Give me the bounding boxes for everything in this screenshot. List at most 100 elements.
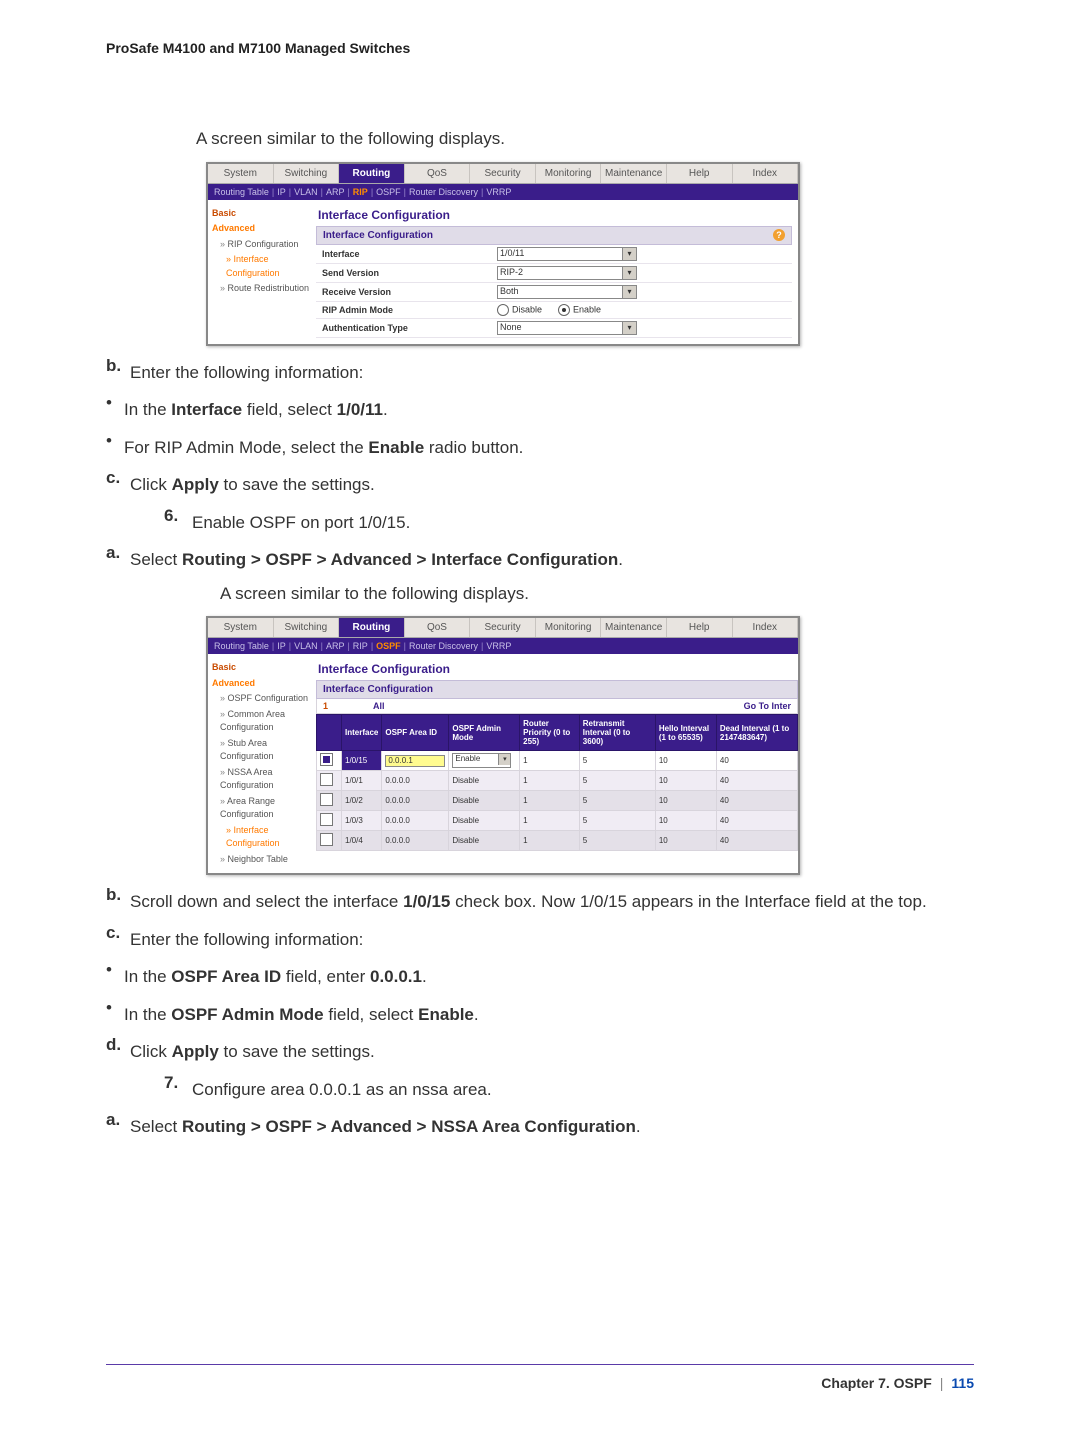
sub-tab[interactable]: IP (277, 641, 286, 651)
main-tab[interactable]: Index (733, 164, 799, 183)
sub-tab[interactable]: Router Discovery (409, 187, 478, 197)
goto-interface[interactable]: Go To Inter (744, 701, 791, 711)
screenshot-rip: SystemSwitchingRoutingQoSSecurityMonitor… (206, 162, 800, 346)
bullet-text: In the Interface field, select 1/0/11. (124, 397, 388, 423)
main-tab[interactable]: Maintenance (601, 164, 667, 183)
main-tab[interactable]: Switching (274, 164, 340, 183)
sidebar-item[interactable]: RIP Configuration (212, 237, 310, 253)
main-tab[interactable]: Routing (339, 618, 405, 637)
main-tab[interactable]: System (208, 164, 274, 183)
main-tab[interactable]: Security (470, 618, 536, 637)
sidebar-item[interactable]: Route Redistribution (212, 281, 310, 297)
sub-tab[interactable]: RIP (353, 641, 368, 651)
screenshot-ospf: SystemSwitchingRoutingQoSSecurityMonitor… (206, 616, 800, 875)
main-tab[interactable]: System (208, 618, 274, 637)
sidebar-item[interactable]: Area Range Configuration (212, 794, 310, 823)
table-cell: 40 (716, 831, 797, 851)
sidebar-item[interactable]: Stub Area Configuration (212, 736, 310, 765)
subtab-bar: Routing Table|IP|VLAN|ARP|RIP|OSPF|Route… (208, 184, 798, 200)
sub-tab[interactable]: Router Discovery (409, 641, 478, 651)
sidebar-item[interactable]: Common Area Configuration (212, 707, 310, 736)
table-cell: 10 (655, 751, 716, 771)
filter-one[interactable]: 1 (323, 701, 328, 711)
step-letter: a. (106, 543, 130, 563)
table-cell: 0.0.0.0 (382, 811, 449, 831)
select-auth-type[interactable]: None (497, 321, 637, 335)
table-cell: 40 (716, 811, 797, 831)
step-text: Enable OSPF on port 1/0/15. (192, 510, 410, 536)
bullet-text: In the OSPF Area ID field, enter 0.0.0.1… (124, 964, 427, 990)
sidebar-advanced[interactable]: Advanced (212, 221, 310, 237)
main-tab[interactable]: QoS (405, 618, 471, 637)
select-send-version[interactable]: RIP-2 (497, 266, 637, 280)
sidebar-item[interactable]: NSSA Area Configuration (212, 765, 310, 794)
label-interface: Interface (316, 247, 493, 261)
table-cell: 1 (520, 771, 580, 791)
main-tab[interactable]: Help (667, 618, 733, 637)
table-cell (317, 791, 342, 811)
table-cell (317, 831, 342, 851)
sub-tab[interactable]: Routing Table (214, 187, 269, 197)
panel-subtitle: Interface Configuration ? (316, 226, 792, 245)
bullet-text: In the OSPF Admin Mode field, select Ena… (124, 1002, 479, 1028)
main-tab[interactable]: QoS (405, 164, 471, 183)
table-cell: 1 (520, 791, 580, 811)
main-tab[interactable]: Monitoring (536, 618, 602, 637)
table-cell: 10 (655, 791, 716, 811)
sub-tab[interactable]: VRRP (486, 641, 511, 651)
sub-tab[interactable]: VLAN (294, 641, 318, 651)
help-icon[interactable]: ? (773, 229, 785, 241)
row-checkbox[interactable] (320, 753, 333, 766)
step-letter: a. (106, 1110, 130, 1130)
step-letter: b. (106, 356, 130, 376)
sub-tab[interactable]: OSPF (376, 187, 401, 197)
sidebar-item[interactable]: OSPF Configuration (212, 691, 310, 707)
sidebar-advanced[interactable]: Advanced (212, 676, 310, 692)
sub-tab[interactable]: Routing Table (214, 641, 269, 651)
step-text: Select Routing > OSPF > Advanced > Inter… (130, 547, 623, 573)
radio-enable[interactable]: Enable (558, 304, 601, 316)
sub-tab[interactable]: IP (277, 187, 286, 197)
select-interface[interactable]: 1/0/11 (497, 247, 637, 261)
main-tab[interactable]: Monitoring (536, 164, 602, 183)
step-letter: c. (106, 468, 130, 488)
radio-disable[interactable]: Disable (497, 304, 542, 316)
table-cell: 1/0/3 (342, 811, 382, 831)
sidebar-basic[interactable]: Basic (212, 206, 310, 222)
table-cell: 10 (655, 771, 716, 791)
main-tab[interactable]: Index (733, 618, 799, 637)
row-checkbox[interactable] (320, 813, 333, 826)
sub-tab[interactable]: ARP (326, 641, 345, 651)
table-row: 1/0/10.0.0.0Disable151040 (317, 771, 798, 791)
table-cell: 1 (520, 831, 580, 851)
main-tab[interactable]: Security (470, 164, 536, 183)
main-tab[interactable]: Help (667, 164, 733, 183)
row-checkbox[interactable] (320, 833, 333, 846)
sub-tab[interactable]: RIP (353, 187, 368, 197)
table-cell: Enable (449, 751, 520, 771)
sub-tab[interactable]: OSPF (376, 641, 401, 651)
sidebar: Basic Advanced OSPF Configuration Common… (208, 654, 314, 873)
sidebar-basic[interactable]: Basic (212, 660, 310, 676)
sidebar-item-active[interactable]: Interface Configuration (212, 252, 310, 281)
row-checkbox[interactable] (320, 773, 333, 786)
sub-tab[interactable]: VLAN (294, 187, 318, 197)
table-cell: 40 (716, 751, 797, 771)
table-cell: 1 (520, 811, 580, 831)
main-tab[interactable]: Routing (339, 164, 405, 183)
main-tab[interactable]: Switching (274, 618, 340, 637)
main-tab[interactable]: Maintenance (601, 618, 667, 637)
table-cell: Disable (449, 791, 520, 811)
select-recv-version[interactable]: Both (497, 285, 637, 299)
column-header: OSPF Area ID (382, 715, 449, 751)
bullet-icon: • (106, 998, 124, 1018)
sub-tab[interactable]: ARP (326, 187, 345, 197)
sub-tab[interactable]: VRRP (486, 187, 511, 197)
row-checkbox[interactable] (320, 793, 333, 806)
filter-all[interactable]: All (373, 701, 385, 711)
sidebar-item-active[interactable]: Interface Configuration (212, 823, 310, 852)
admin-mode-select[interactable]: Enable (452, 753, 511, 768)
table-cell: 0.0.0.0 (382, 831, 449, 851)
sidebar-item[interactable]: Neighbor Table (212, 852, 310, 868)
ospf-area-input[interactable]: 0.0.0.1 (385, 755, 445, 767)
